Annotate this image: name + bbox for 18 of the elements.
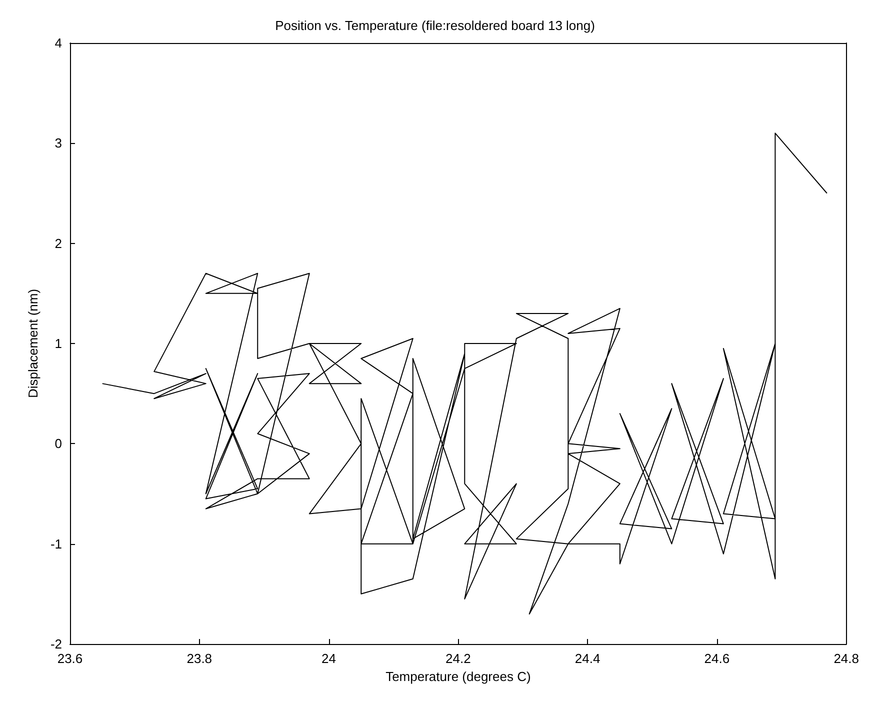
y-tick-label: 3 <box>54 136 62 151</box>
x-tick-label: 23.6 <box>57 651 83 666</box>
x-tick-label: 24.6 <box>704 651 730 666</box>
x-tick-label: 24.8 <box>834 651 860 666</box>
y-tick-label: -2 <box>50 636 62 652</box>
y-tick-label: 0 <box>54 436 62 452</box>
x-tick-label: 24.4 <box>574 651 600 666</box>
x-tick-label: 23.8 <box>186 651 212 666</box>
x-tick-label: 24.2 <box>446 651 471 666</box>
y-axis-title: Displacement (nm) <box>26 288 41 398</box>
y-tick-label: 4 <box>54 36 62 50</box>
x-tick-label: 24 <box>322 651 336 666</box>
chart-title: Position vs. Temperature (file:resoldered board 13 long) <box>275 18 595 33</box>
y-tick-label: -1 <box>50 536 62 552</box>
line-series <box>102 132 828 614</box>
y-tick-label: 1 <box>54 336 62 351</box>
y-tick-label: 2 <box>54 236 62 251</box>
x-axis-title: Temperature (degrees C) <box>386 668 531 684</box>
